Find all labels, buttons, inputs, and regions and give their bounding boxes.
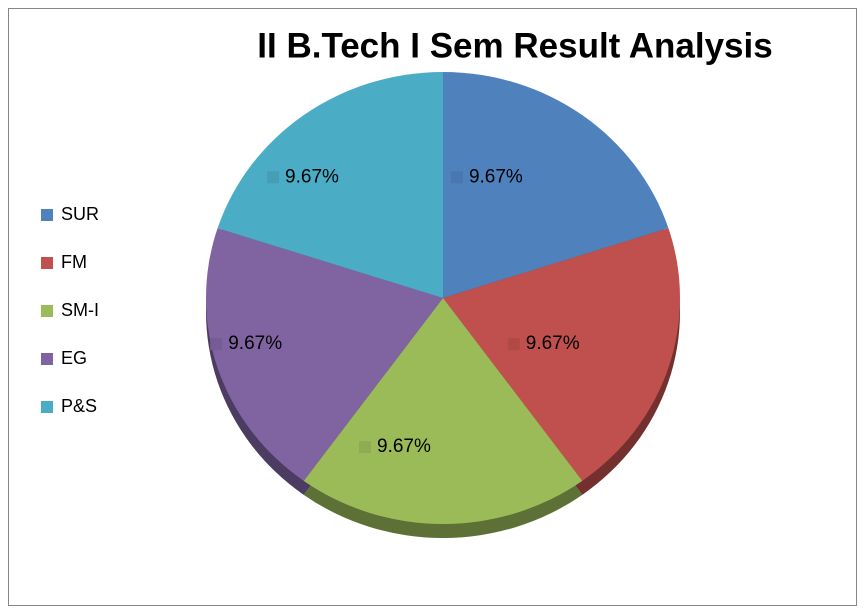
- legend-swatch: [41, 401, 53, 413]
- data-label: 9.67%: [469, 166, 523, 187]
- legend-label: FM: [61, 252, 87, 272]
- slice: [443, 228, 680, 481]
- legend-label: SM-I: [61, 300, 99, 320]
- label-key: [507, 338, 520, 351]
- data-label: 9.67%: [526, 333, 580, 354]
- label-key: [210, 338, 223, 351]
- legend-label: EG: [61, 348, 87, 368]
- legend-swatch: [41, 257, 53, 269]
- slice: [206, 228, 443, 481]
- data-label: 9.67%: [228, 333, 282, 354]
- label-key: [267, 171, 280, 184]
- slice: [443, 72, 669, 298]
- data-label: 9.67%: [285, 166, 339, 187]
- legend-swatch: [41, 353, 53, 365]
- legend-label: SUR: [61, 204, 99, 224]
- label-key: [359, 441, 371, 454]
- chart-title: II B.Tech I Sem Result Analysis: [257, 26, 772, 65]
- legend-swatch: [41, 209, 53, 221]
- legend-swatch: [41, 305, 53, 317]
- data-label: 9.67%: [377, 436, 431, 457]
- slice: [217, 72, 443, 298]
- legend-label: P&S: [61, 396, 97, 416]
- slice: [303, 298, 583, 524]
- label-key: [450, 171, 463, 184]
